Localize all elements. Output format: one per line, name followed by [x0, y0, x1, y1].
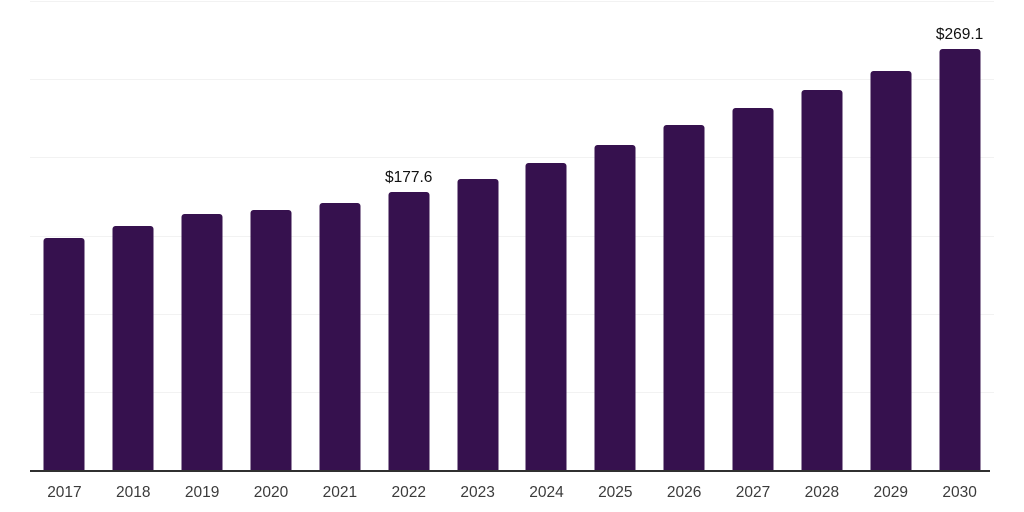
- bar-2017: [43, 238, 85, 470]
- bar-2025: [594, 145, 636, 470]
- bar-2026: [663, 125, 705, 470]
- gridline-50: [30, 391, 994, 393]
- bar-2029: [870, 71, 912, 470]
- bar-cell-2030: $269.1: [925, 1, 994, 470]
- bar-value-label-2030: $269.1: [935, 25, 984, 43]
- bar-cell-2019: [168, 1, 237, 470]
- x-tick-label-2029: 2029: [873, 484, 908, 501]
- bar-cell-2022: $177.6: [374, 1, 443, 470]
- bar-value-label-2022: $177.6: [385, 168, 433, 186]
- x-tick-label-2030: 2030: [942, 484, 977, 501]
- bar-2027: [732, 108, 774, 470]
- gridline-150: [30, 235, 994, 237]
- x-tick-label-2023: 2023: [460, 484, 495, 501]
- x-tick-label-2019: 2019: [184, 484, 220, 501]
- bar-2028: [801, 90, 843, 470]
- gridline-200: [30, 157, 994, 159]
- bar-2021: [319, 203, 361, 470]
- bar-2018: [112, 226, 154, 470]
- bar-cell-2018: [99, 1, 168, 470]
- bar-2019: [181, 214, 223, 470]
- x-axis-labels: 2017 2018 2019 2020 2021 2022 2023 2024 2025 2026…: [30, 483, 994, 503]
- bar-cell-2026: [650, 1, 719, 470]
- x-tick-label-2024: 2024: [529, 484, 564, 501]
- bar-cell-2024: [512, 1, 581, 470]
- x-tick-label-2028: 2028: [804, 484, 840, 501]
- bar-cell-2027: [719, 1, 788, 470]
- gridline-250: [30, 79, 994, 81]
- x-axis-line: [30, 470, 990, 472]
- bar-cell-2028: [787, 1, 856, 470]
- x-tick-label-2020: 2020: [253, 484, 289, 501]
- x-tick-label-2017: 2017: [47, 484, 82, 501]
- bar-cell-2025: [581, 1, 650, 470]
- x-tick-label-2027: 2027: [735, 484, 771, 501]
- gridline-300: [30, 1, 994, 2]
- x-tick-label-2026: 2026: [666, 484, 702, 501]
- bar-2023: [457, 179, 499, 470]
- bar-cell-2023: [443, 1, 512, 470]
- bar-2030: [939, 49, 981, 470]
- gridline-100: [30, 313, 994, 315]
- bar-cell-2017: [30, 1, 99, 470]
- bars-layer: $177.6 $269.1: [30, 1, 994, 470]
- bar-2022: [388, 192, 430, 470]
- bar-2024: [525, 163, 567, 470]
- plot-area: $177.6 $269.1: [30, 1, 994, 472]
- bar-cell-2029: [856, 1, 925, 470]
- bar-cell-2021: [305, 1, 374, 470]
- x-tick-label-2022: 2022: [391, 484, 426, 501]
- bar-cell-2020: [237, 1, 306, 470]
- x-tick-label-2018: 2018: [116, 484, 151, 501]
- bar-2020: [250, 210, 292, 470]
- x-tick-label-2025: 2025: [598, 484, 633, 501]
- x-tick-label-2021: 2021: [322, 484, 358, 501]
